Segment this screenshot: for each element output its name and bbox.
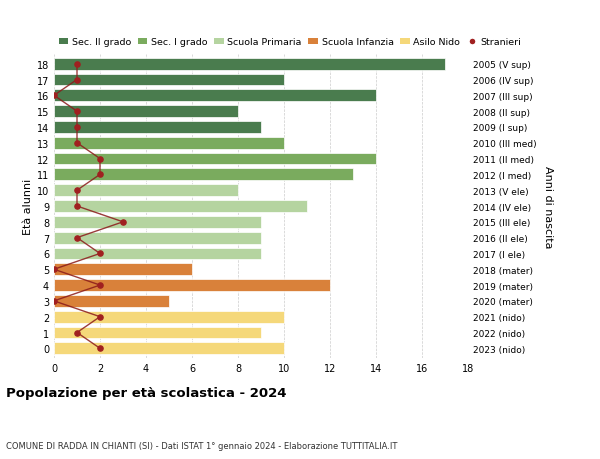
- Point: [95, 345, 105, 352]
- Point: [95, 156, 105, 163]
- Bar: [54, 138, 284, 149]
- Point: [95, 171, 105, 179]
- Legend: Sec. II grado, Sec. I grado, Scuola Primaria, Scuola Infanzia, Asilo Nido, Stran: Sec. II grado, Sec. I grado, Scuola Prim…: [59, 39, 521, 47]
- Bar: [54, 264, 192, 275]
- Bar: [54, 311, 284, 323]
- Point: [118, 218, 128, 226]
- Y-axis label: Età alunni: Età alunni: [23, 179, 32, 235]
- Bar: [54, 74, 284, 86]
- Bar: [54, 169, 353, 181]
- Bar: [54, 201, 307, 213]
- Bar: [54, 327, 261, 339]
- Point: [72, 61, 82, 68]
- Bar: [54, 59, 445, 71]
- Bar: [54, 216, 261, 228]
- Point: [72, 329, 82, 336]
- Point: [72, 187, 82, 195]
- Bar: [54, 342, 284, 354]
- Bar: [54, 280, 330, 291]
- Point: [72, 108, 82, 116]
- Bar: [54, 232, 261, 244]
- Y-axis label: Anni di nascita: Anni di nascita: [543, 165, 553, 248]
- Bar: [54, 295, 169, 307]
- Point: [72, 203, 82, 210]
- Point: [72, 77, 82, 84]
- Point: [49, 266, 59, 274]
- Bar: [54, 153, 376, 165]
- Point: [72, 235, 82, 242]
- Point: [49, 92, 59, 100]
- Bar: [54, 185, 238, 197]
- Point: [72, 124, 82, 131]
- Text: COMUNE DI RADDA IN CHIANTI (SI) - Dati ISTAT 1° gennaio 2024 - Elaborazione TUTT: COMUNE DI RADDA IN CHIANTI (SI) - Dati I…: [6, 441, 397, 450]
- Bar: [54, 122, 261, 134]
- Point: [72, 140, 82, 147]
- Point: [95, 250, 105, 257]
- Point: [95, 313, 105, 321]
- Point: [95, 282, 105, 289]
- Point: [49, 297, 59, 305]
- Text: Popolazione per età scolastica - 2024: Popolazione per età scolastica - 2024: [6, 386, 287, 399]
- Bar: [54, 106, 238, 118]
- Bar: [54, 248, 261, 260]
- Bar: [54, 90, 376, 102]
